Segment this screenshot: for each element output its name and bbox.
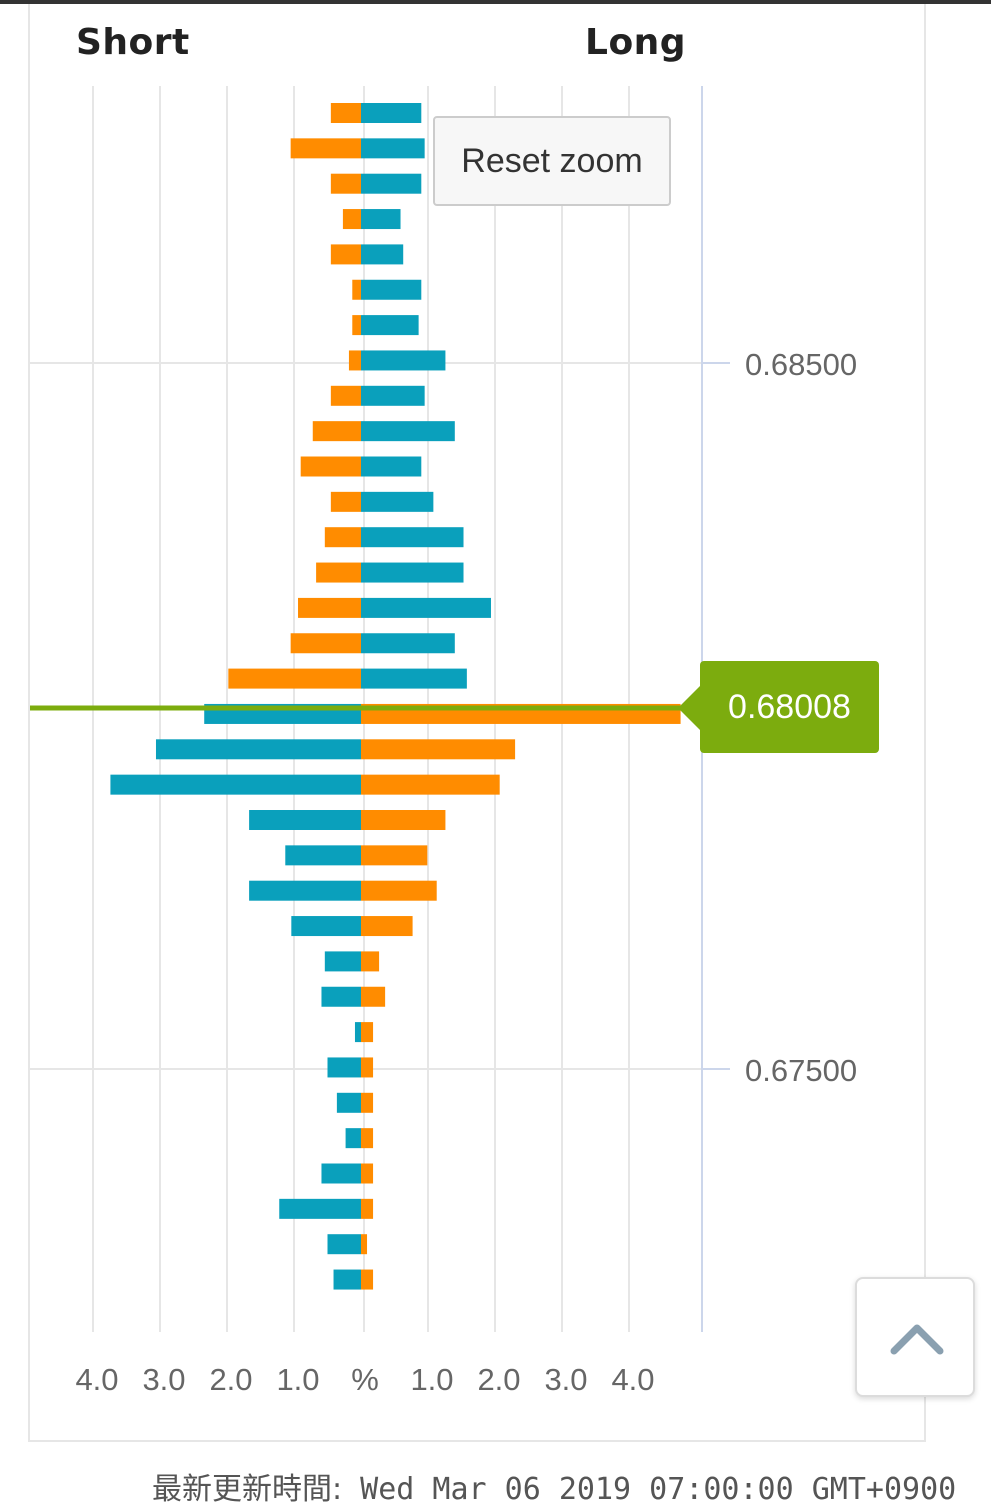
long-orange-bar: [361, 810, 446, 830]
long-blue-bar: [361, 315, 419, 336]
long-orange-bar: [361, 1163, 374, 1184]
long-blue-bar: [361, 562, 464, 583]
long-orange-bar: [361, 951, 380, 972]
long-blue-bar: [361, 491, 434, 512]
short-orange-bar: [290, 138, 361, 159]
x-tick-label: 2.0: [209, 1362, 252, 1397]
short-orange-bar: [330, 103, 361, 123]
short-blue-bar: [155, 739, 361, 760]
long-orange-bar: [361, 916, 413, 937]
long-orange-bar: [361, 880, 437, 901]
y-tick-label: 0.67500: [745, 1053, 857, 1088]
current-price-badge: 0.68008: [700, 661, 879, 753]
x-tick-label: 2.0: [477, 1362, 520, 1397]
chart-panel: [28, 4, 926, 1442]
short-orange-bar: [324, 527, 361, 548]
short-blue-bar: [333, 1269, 361, 1290]
scroll-to-top-button[interactable]: [855, 1277, 975, 1397]
short-header: Short: [76, 22, 190, 63]
short-orange-bar: [290, 633, 361, 654]
short-blue-bar: [249, 880, 361, 901]
long-blue-bar: [361, 456, 422, 477]
top-border: [0, 0, 991, 4]
short-orange-bar: [342, 209, 361, 230]
x-tick-label: 1.0: [410, 1362, 453, 1397]
long-orange-bar: [361, 1234, 368, 1255]
long-orange-bar: [361, 774, 500, 795]
short-blue-bar: [321, 1163, 361, 1184]
long-orange-bar: [361, 1092, 374, 1113]
short-orange-bar: [352, 279, 361, 300]
short-orange-bar: [298, 597, 361, 618]
short-orange-bar: [352, 315, 361, 336]
long-blue-bar: [361, 279, 422, 300]
long-orange-bar: [361, 1128, 374, 1149]
long-blue-bar: [361, 173, 422, 194]
long-blue-bar: [361, 244, 404, 265]
short-blue-bar: [327, 1234, 361, 1255]
short-orange-bar: [300, 456, 361, 477]
last-updated: 最新更新時間: Wed Mar 06 2019 07:00:00 GMT+090…: [152, 1464, 956, 1508]
long-blue-bar: [361, 527, 464, 548]
long-orange-bar: [361, 845, 428, 866]
short-blue-bar: [324, 951, 361, 972]
short-blue-bar: [336, 1092, 361, 1113]
short-blue-bar: [279, 1198, 361, 1219]
short-blue-bar: [345, 1128, 361, 1149]
short-orange-bar: [330, 244, 361, 265]
x-tick-label: 4.0: [75, 1362, 118, 1397]
short-orange-bar: [330, 491, 361, 512]
short-orange-bar: [312, 421, 361, 442]
x-tick-label: 3.0: [544, 1362, 587, 1397]
short-blue-bar: [285, 845, 361, 866]
long-orange-bar: [361, 1022, 374, 1043]
last-updated-timestamp: Wed Mar 06 2019 07:00:00 GMT+0900: [360, 1472, 957, 1507]
short-orange-bar: [330, 385, 361, 406]
long-orange-bar: [361, 986, 386, 1007]
long-orange-bar: [361, 1057, 374, 1078]
long-blue-bar: [361, 633, 455, 654]
short-orange-bar: [228, 668, 361, 689]
short-orange-bar: [348, 350, 361, 371]
long-blue-bar: [361, 385, 425, 406]
long-blue-bar: [361, 350, 446, 371]
last-updated-label: 最新更新時間:: [152, 1472, 343, 1507]
long-blue-bar: [361, 668, 467, 689]
short-orange-bar: [330, 173, 361, 194]
short-orange-bar: [316, 562, 361, 583]
x-tick-label: 4.0: [611, 1362, 654, 1397]
long-orange-bar: [361, 1269, 374, 1290]
long-blue-bar: [361, 209, 401, 230]
x-tick-label: 3.0: [142, 1362, 185, 1397]
long-blue-bar: [361, 138, 425, 159]
short-blue-bar: [321, 986, 361, 1007]
long-blue-bar: [361, 597, 491, 618]
short-blue-bar: [354, 1022, 361, 1043]
short-blue-bar: [110, 774, 361, 795]
x-tick-label: 1.0: [276, 1362, 319, 1397]
x-tick-label: %: [351, 1362, 379, 1397]
short-blue-bar: [327, 1057, 361, 1078]
long-blue-bar: [361, 103, 422, 123]
chevron-up-icon: [890, 1324, 944, 1355]
long-orange-bar: [361, 739, 516, 760]
price-badge-pointer: [678, 686, 700, 730]
long-orange-bar: [361, 1198, 374, 1219]
short-blue-bar: [291, 916, 361, 937]
long-header: Long: [585, 22, 687, 63]
long-blue-bar: [361, 421, 455, 442]
short-blue-bar: [249, 810, 361, 830]
reset-zoom-button[interactable]: Reset zoom: [433, 116, 671, 206]
y-tick-label: 0.68500: [745, 347, 857, 382]
